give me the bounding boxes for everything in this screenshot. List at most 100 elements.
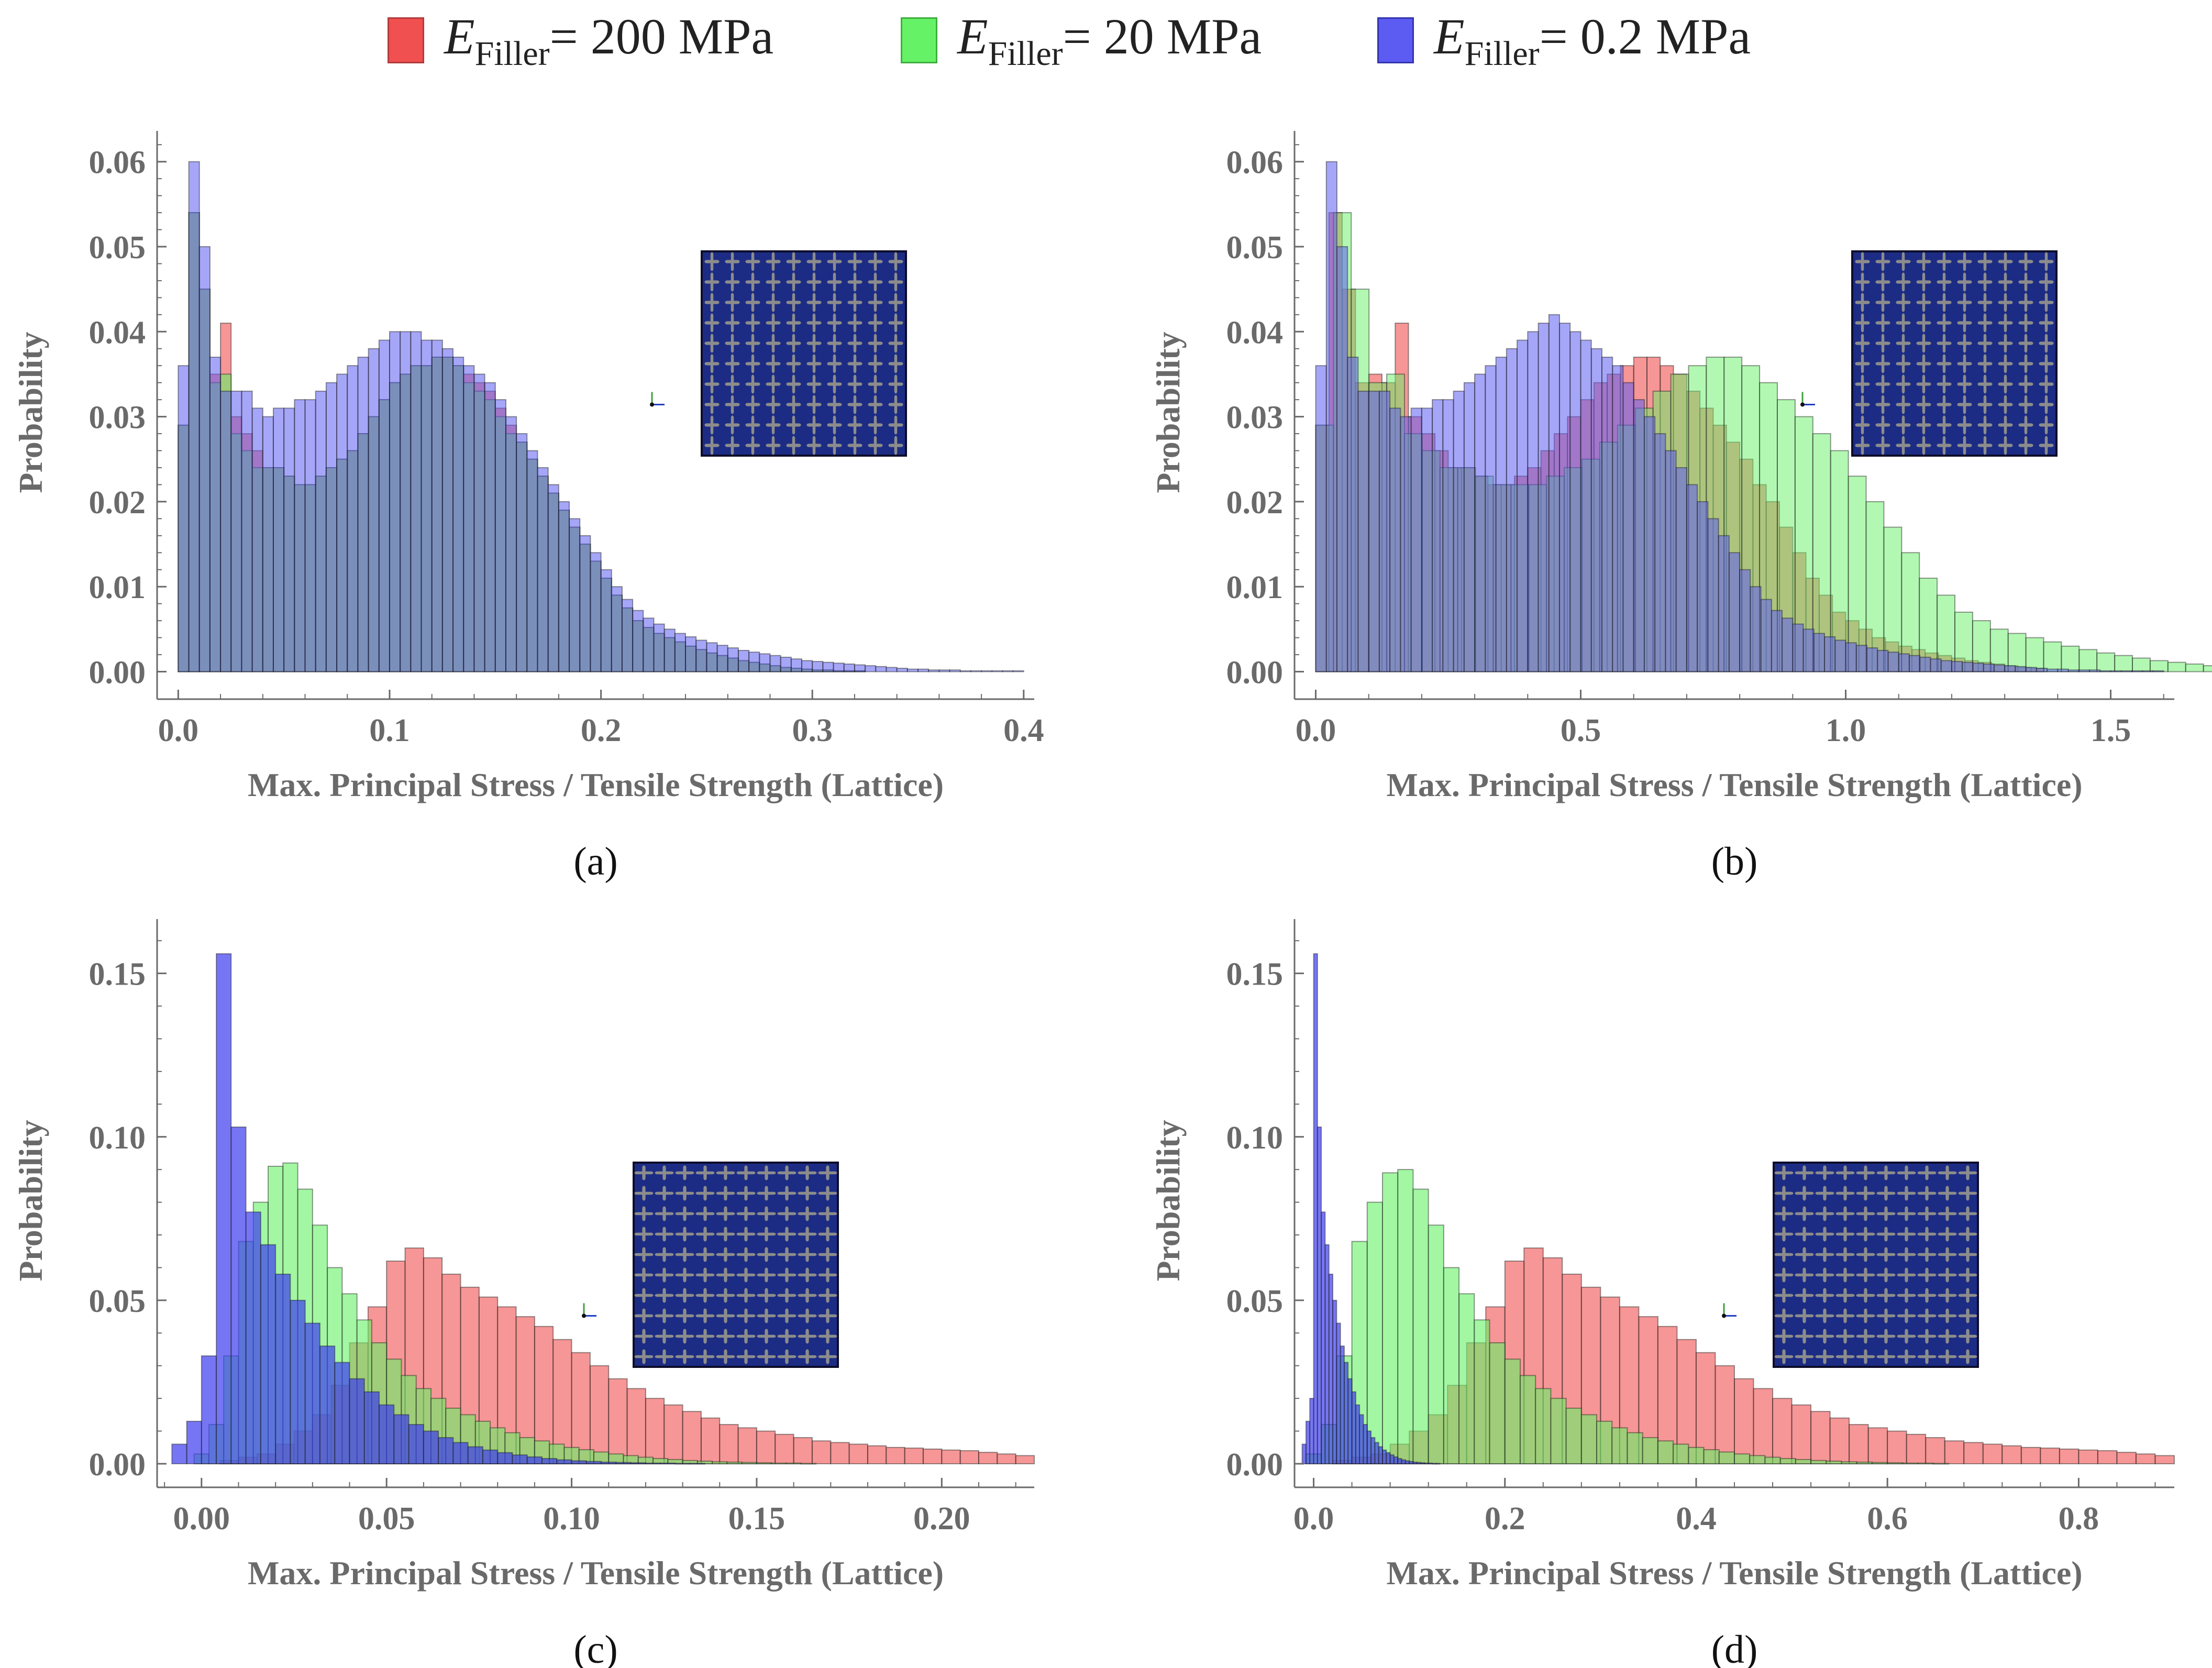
bar xyxy=(790,658,803,672)
bar xyxy=(997,1453,1016,1465)
inset-web xyxy=(853,436,857,455)
y-tick-label: 0.05 xyxy=(89,1284,146,1319)
inset-web xyxy=(1795,1314,1814,1318)
inset-web xyxy=(634,1334,654,1338)
inset-web xyxy=(1774,1253,1794,1256)
inset-web xyxy=(2004,415,2007,435)
bar xyxy=(1940,660,1952,672)
bar xyxy=(452,1442,469,1465)
inset-web xyxy=(777,1253,797,1256)
inset-web xyxy=(853,272,857,292)
bar xyxy=(748,651,760,672)
inset-web xyxy=(818,1171,837,1175)
bar xyxy=(1305,1420,1311,1465)
bar xyxy=(970,670,982,672)
histogram-bars xyxy=(1315,161,2212,672)
bar xyxy=(349,1378,365,1465)
inset-web xyxy=(2044,354,2048,373)
inset-web xyxy=(833,354,836,373)
inset-web xyxy=(1835,1355,1855,1358)
bar xyxy=(771,1462,787,1465)
inset-web xyxy=(812,272,816,292)
inset-web xyxy=(655,1355,674,1358)
inset-web xyxy=(1856,1314,1875,1318)
inset-web xyxy=(1835,1273,1855,1277)
inset-web xyxy=(894,354,898,373)
bar xyxy=(552,1339,572,1465)
bar xyxy=(294,399,306,672)
bar xyxy=(262,416,274,672)
inset-web xyxy=(1881,293,1885,312)
bar xyxy=(585,1461,602,1465)
triad-origin xyxy=(1722,1313,1726,1318)
inset-web xyxy=(675,1232,694,1236)
bar xyxy=(1812,433,1831,672)
inset-web xyxy=(675,1334,694,1338)
inset-web xyxy=(1897,1294,1916,1297)
inset-web xyxy=(1795,1191,1814,1195)
bar xyxy=(512,1454,528,1465)
bar xyxy=(241,390,253,672)
inset-web xyxy=(873,415,877,435)
bar xyxy=(438,1437,454,1465)
bar xyxy=(800,1463,817,1465)
inset-web xyxy=(1815,1253,1834,1256)
bar xyxy=(251,407,263,672)
inset-web xyxy=(1897,1355,1916,1358)
inset-web xyxy=(873,293,877,312)
inset-web xyxy=(710,293,714,312)
bar xyxy=(1791,1404,1812,1465)
legend-item-200mpa: EFiller= 200 MPa xyxy=(388,8,773,73)
inset-web xyxy=(1958,1171,1977,1175)
inset-web xyxy=(751,293,755,312)
inset-web xyxy=(1901,252,1905,271)
inset-web xyxy=(695,1314,715,1318)
inset-web xyxy=(710,252,714,271)
bar xyxy=(1382,1172,1399,1465)
inset-web xyxy=(2024,293,2028,312)
bar xyxy=(220,390,232,672)
inset-web xyxy=(1881,334,1885,353)
bar xyxy=(408,1424,424,1465)
inset-web xyxy=(792,415,795,435)
inset-web xyxy=(818,1273,837,1277)
inset-web xyxy=(2004,436,2007,455)
bar xyxy=(1580,339,1592,672)
inset-web xyxy=(1983,395,1987,414)
bar xyxy=(2089,669,2101,672)
bar xyxy=(2057,668,2069,672)
bar xyxy=(1309,1398,1314,1465)
inset-web xyxy=(894,436,898,455)
bar xyxy=(1944,1440,1965,1465)
bar xyxy=(896,668,908,672)
bar xyxy=(537,467,549,672)
inset-web xyxy=(833,272,836,292)
legend-subscript: Filler xyxy=(1464,34,1540,73)
inset-web xyxy=(1963,252,1966,271)
bar xyxy=(1963,1442,1984,1465)
bar xyxy=(1435,1463,1441,1465)
inset-web xyxy=(1876,1212,1896,1216)
series-2 xyxy=(1301,953,1441,1465)
lattice-inset-image xyxy=(650,250,907,457)
inset-web xyxy=(710,395,714,414)
inset-web xyxy=(1938,1232,1957,1236)
bar xyxy=(1779,1458,1796,1465)
bar xyxy=(389,331,401,672)
bar xyxy=(230,390,242,672)
inset-web xyxy=(1861,436,1864,455)
inset-web xyxy=(812,334,816,353)
inset-web xyxy=(731,395,734,414)
legend-label-0-2mpa: EFiller= 0.2 MPa xyxy=(1434,7,1751,74)
inset-web xyxy=(757,1273,776,1277)
inset-web xyxy=(1856,1334,1875,1338)
bar xyxy=(1340,1345,1345,1465)
inset-web xyxy=(798,1191,817,1195)
bar xyxy=(1753,1388,1774,1465)
legend-swatch-red xyxy=(388,17,424,63)
inset-web xyxy=(1897,1273,1916,1277)
bar xyxy=(336,373,348,672)
inset-web xyxy=(1897,1212,1916,1216)
x-tick-label: 0.0 xyxy=(1293,1501,1334,1537)
x-axis-label: Max. Principal Stress / Tensile Strength… xyxy=(248,766,944,803)
